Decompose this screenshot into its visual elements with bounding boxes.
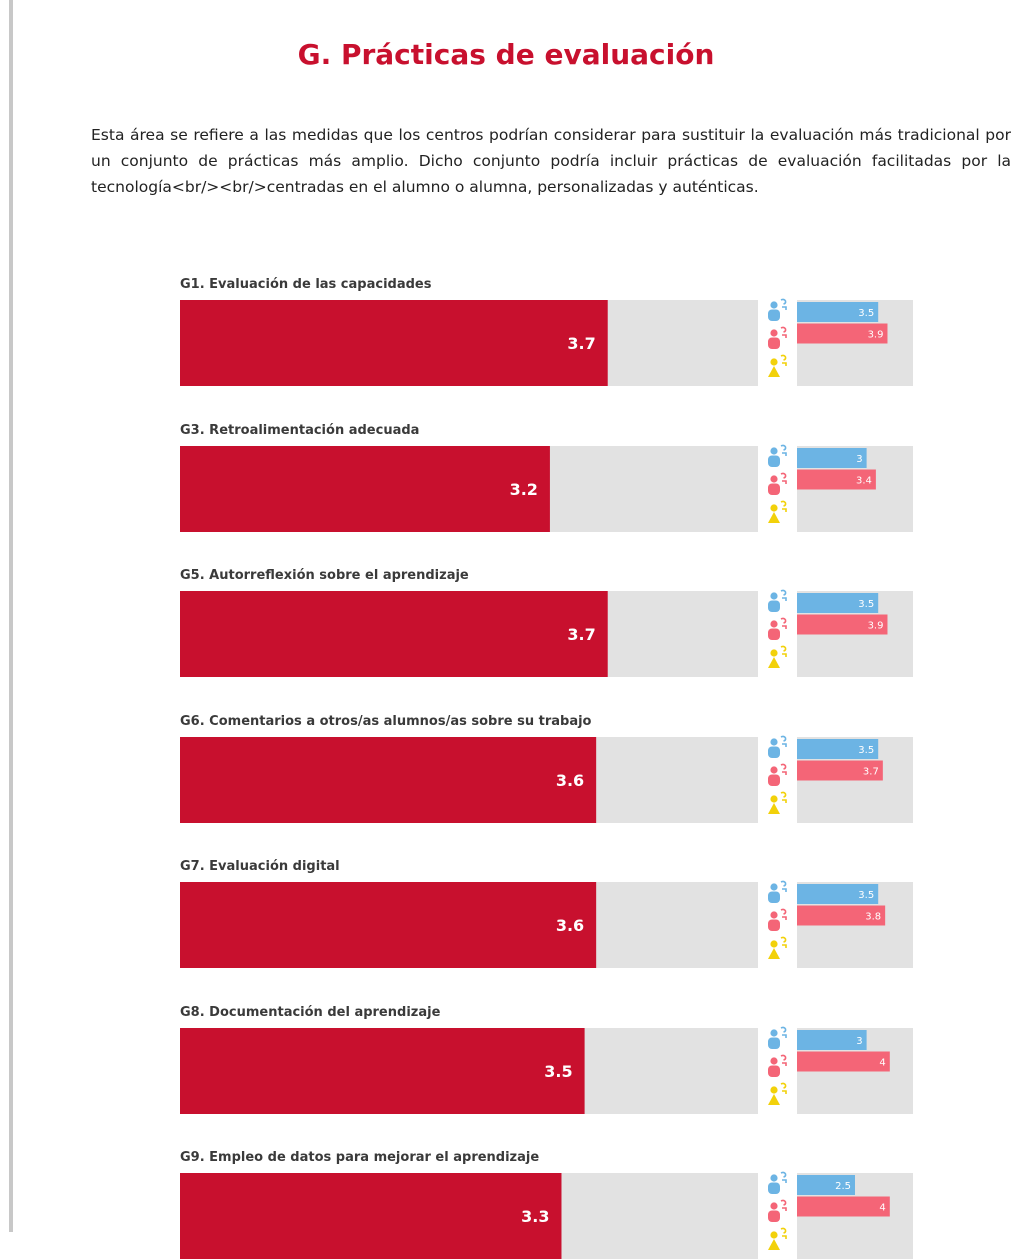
student-icon [768,472,787,495]
group-bar-label: 3.5 [858,308,874,319]
teacher-icon [768,589,787,612]
page-title: G. Prácticas de evaluación [297,38,715,71]
group-bar [797,323,888,344]
teacher-icon [768,735,787,758]
main-bar-chart: 3.7 [180,591,758,677]
group-bar-label: 3.9 [868,621,884,632]
category-label: G5. Autorreflexión sobre el aprendizaje [180,568,469,583]
student-icon [768,1054,787,1077]
student-icon [768,763,787,786]
group-bar [797,905,886,926]
main-bar-chart: 3.5 [180,1027,758,1114]
main-bar-label: 3.6 [556,771,584,790]
group-bar [797,1051,890,1071]
teacher-icon [768,1171,787,1194]
group-bar-chart: 33.4 [797,445,913,532]
main-bar-chart: 3.6 [180,882,758,968]
group-bar-label: 4 [879,1203,885,1214]
main-bar-label: 3.7 [567,625,595,644]
group-bar [797,1029,867,1050]
main-bar [180,1027,585,1114]
group-bar-chart: 3.5 3.8 [797,882,913,968]
group-bar [797,1175,855,1195]
main-bar-label: 3.2 [510,480,538,499]
category-label: G7. Evaluación digital [180,859,340,874]
group-bar-label: 3.5 [858,890,874,901]
group-bar [797,593,879,613]
main-bar [180,445,550,532]
group-bar [797,469,876,489]
category-label: G1. Evaluación de las capacidades [180,277,432,292]
group-bar-label: 3.5 [858,745,874,756]
group-bar [797,884,879,904]
leader-icon [768,1227,787,1250]
group-bar-chart: 2.54 [797,1173,913,1259]
group-bar-label: 3.7 [863,766,879,777]
leader-icon [768,645,787,668]
leader-icon [768,936,787,959]
main-bar-chart: 3.7 [180,300,758,386]
teacher-icon [768,1026,787,1049]
teacher-icon [768,444,787,467]
page-left-rule [9,0,13,1232]
main-bar-label: 3.5 [544,1062,572,1081]
main-bar [180,591,608,677]
group-bar-chart: 3.5 3.7 [797,736,913,823]
group-bar-label: 3.9 [868,330,884,341]
category-label: G6. Comentarios a otros/as alumnos/as so… [180,713,592,729]
student-icon [768,326,787,349]
leader-icon [768,1082,787,1105]
main-bar-chart: 3.3 [180,1173,758,1259]
group-bar-label: 3.8 [865,912,881,923]
intro-paragraph: Esta área se refiere a las medidas que l… [91,126,1011,196]
group-bar [797,302,879,322]
category-label: G3. Retroalimentación adecuada [180,422,420,438]
main-bar-chart: 3.2 [180,445,758,532]
group-bar-label: 2.5 [835,1181,851,1192]
group-bar-chart: 34 [797,1027,913,1114]
group-bar [797,447,867,468]
group-bar [797,738,879,759]
leader-icon [768,500,787,523]
group-bar-chart: 3.5 3.9 [797,300,913,386]
main-bar [180,1173,562,1259]
group-bar-chart: 3.5 3.9 [797,591,913,677]
student-icon [768,908,787,931]
group-bar [797,760,883,780]
category-label: G9. Empleo de datos para mejorar el apre… [180,1150,540,1165]
main-bar [180,300,608,386]
teacher-icon [768,298,787,321]
main-bar-label: 3.7 [567,334,595,353]
group-bar-label: 4 [879,1057,885,1068]
main-bar-label: 3.6 [556,916,584,935]
group-bar-label: 3.5 [858,599,874,610]
chart-area: G1. Evaluación de las capacidades 3.7 3.5 3… [180,277,913,1259]
leader-icon [768,354,787,377]
group-bar-label: 3 [856,454,862,465]
group-bar [797,1196,890,1217]
group-bar [797,614,888,635]
teacher-icon [768,880,787,903]
category-label: G8. Documentación del aprendizaje [180,1004,441,1020]
student-icon [768,617,787,640]
student-icon [768,1199,787,1222]
main-bar [180,736,597,823]
group-bar-label: 3.4 [856,475,872,486]
group-bar-label: 3 [856,1036,862,1047]
main-bar-chart: 3.6 [180,736,758,823]
leader-icon [768,791,787,814]
main-bar-label: 3.3 [521,1207,549,1226]
main-bar [180,882,597,968]
